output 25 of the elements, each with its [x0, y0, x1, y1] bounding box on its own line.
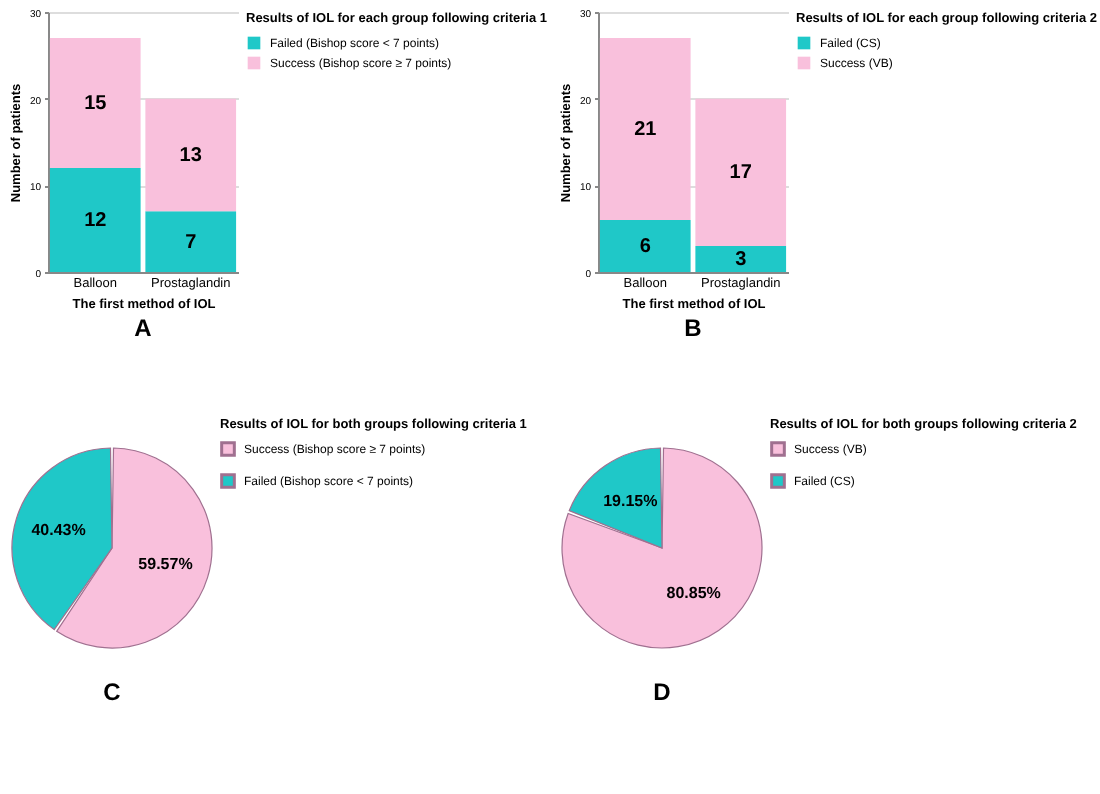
- bar: [695, 246, 787, 272]
- text: A: [134, 314, 153, 342]
- data-label: 15: [84, 93, 108, 115]
- bar: [145, 98, 237, 212]
- data-label: 21: [634, 119, 658, 141]
- text: B: [684, 314, 703, 342]
- bar: [695, 98, 787, 246]
- pie-slice: [561, 447, 763, 649]
- data-label: 7: [185, 231, 198, 254]
- data-label: 17: [729, 162, 753, 185]
- data-label: 80.85%: [666, 584, 721, 603]
- data-label: 19.15%: [603, 491, 658, 510]
- bar: [599, 38, 691, 220]
- text: C: [103, 678, 122, 706]
- text: D: [653, 678, 672, 706]
- bar: [49, 38, 141, 168]
- data-label: 40.43%: [31, 521, 86, 540]
- data-label: 12: [84, 210, 108, 232]
- bar: [599, 220, 691, 272]
- data-label: 59.57%: [138, 554, 193, 573]
- bar: [145, 211, 237, 272]
- data-label: 6: [639, 236, 652, 258]
- bar: [49, 168, 141, 272]
- data-label: 13: [179, 145, 203, 167]
- data-label: 3: [735, 249, 748, 271]
